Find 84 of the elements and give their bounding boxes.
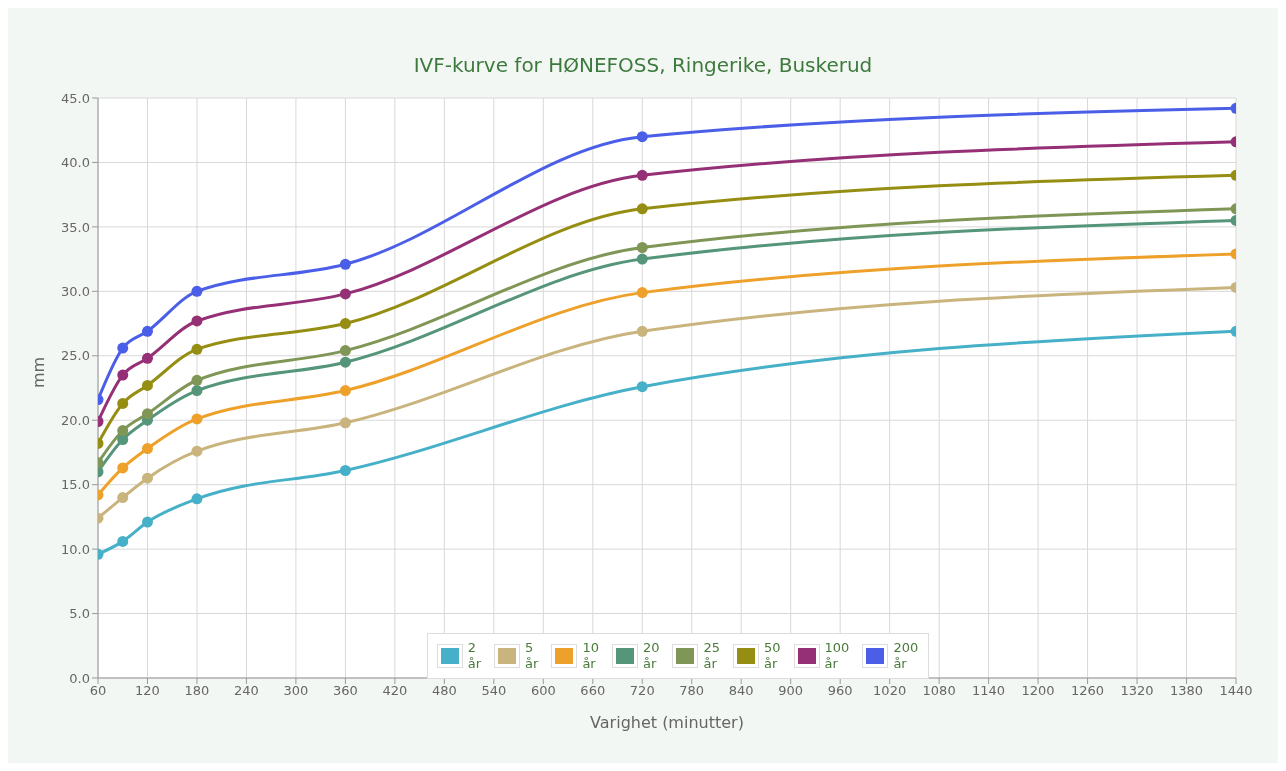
point	[117, 434, 129, 446]
legend-label: 5 år	[525, 640, 539, 672]
x-tick-label: 720	[629, 683, 655, 699]
x-tick-label: 1140	[972, 683, 1006, 699]
point	[141, 472, 153, 484]
x-tick-label: 1320	[1120, 683, 1154, 699]
legend-label: 20 år	[642, 640, 660, 672]
y-tick-label: 40.0	[61, 155, 90, 171]
point	[636, 253, 648, 265]
x-tick-label: 1380	[1169, 683, 1204, 699]
x-tick-label: 300	[283, 683, 309, 699]
x-tick-label: 660	[580, 683, 606, 699]
point	[636, 381, 648, 393]
point	[636, 242, 648, 254]
y-tick-label: 45.0	[61, 90, 90, 106]
legend-label: 10 år	[582, 640, 599, 672]
point	[191, 285, 203, 297]
y-tick-label: 35.0	[61, 219, 90, 235]
y-tick-label: 5.0	[69, 606, 90, 622]
point	[117, 342, 129, 354]
y-tick-label: 15.0	[61, 477, 90, 493]
y-tick-label: 0.0	[69, 670, 90, 686]
point	[117, 492, 129, 504]
y-axis-title: mm	[28, 356, 48, 388]
x-tick-label: 540	[481, 683, 507, 699]
x-tick-label: 600	[530, 683, 556, 699]
y-tick-label: 25.0	[61, 348, 90, 364]
legend-label: 50 år	[764, 640, 781, 672]
point	[141, 408, 153, 420]
x-axis-title: Varighet (minutter)	[590, 713, 744, 732]
point	[339, 318, 351, 330]
point	[339, 258, 351, 270]
x-tick-label: 1440	[1219, 683, 1253, 699]
point	[636, 325, 648, 337]
point	[636, 169, 648, 181]
y-tick-label: 10.0	[61, 541, 90, 557]
point	[191, 445, 203, 457]
x-tick-label: 1080	[922, 683, 956, 699]
point	[339, 356, 351, 368]
legend-label: 100 år	[824, 640, 850, 672]
x-tick-label: 780	[679, 683, 705, 699]
legend-label: 25 år	[703, 640, 721, 672]
point	[191, 374, 203, 386]
point	[339, 345, 351, 357]
point	[339, 417, 351, 429]
x-tick-label: 1200	[1021, 683, 1055, 699]
point	[117, 397, 129, 409]
point	[339, 385, 351, 397]
x-tick-label: 360	[332, 683, 358, 699]
point	[191, 493, 203, 505]
point	[117, 425, 129, 437]
x-tick-label: 900	[778, 683, 804, 699]
point	[636, 131, 648, 143]
point	[191, 343, 203, 355]
point	[141, 379, 153, 391]
point	[191, 385, 203, 397]
point	[141, 325, 153, 337]
point	[141, 352, 153, 364]
x-tick-label: 960	[827, 683, 853, 699]
point	[636, 287, 648, 299]
point	[339, 464, 351, 476]
point	[191, 315, 203, 327]
point	[636, 203, 648, 215]
x-tick-label: 60	[89, 683, 107, 699]
point	[339, 288, 351, 300]
point	[141, 443, 153, 455]
point	[117, 462, 129, 474]
legend-label: 200 år	[893, 640, 919, 672]
point	[141, 516, 153, 528]
point	[117, 369, 129, 381]
x-tick-label: 840	[728, 683, 754, 699]
x-tick-label: 420	[382, 683, 408, 699]
x-tick-label: 1260	[1071, 683, 1105, 699]
point	[117, 535, 129, 547]
y-tick-label: 20.0	[61, 412, 90, 428]
legend-label: 2 år	[467, 640, 482, 672]
x-tick-label: 120	[135, 683, 160, 699]
x-tick-label: 1020	[873, 683, 907, 699]
chart-title: IVF-kurve for HØNEFOSS, Ringerike, Buskerud	[412, 53, 874, 77]
point	[191, 413, 203, 425]
x-tick-label: 180	[184, 683, 210, 699]
x-tick-label: 480	[431, 683, 457, 699]
y-tick-label: 30.0	[61, 283, 90, 299]
x-tick-label: 240	[234, 683, 259, 699]
